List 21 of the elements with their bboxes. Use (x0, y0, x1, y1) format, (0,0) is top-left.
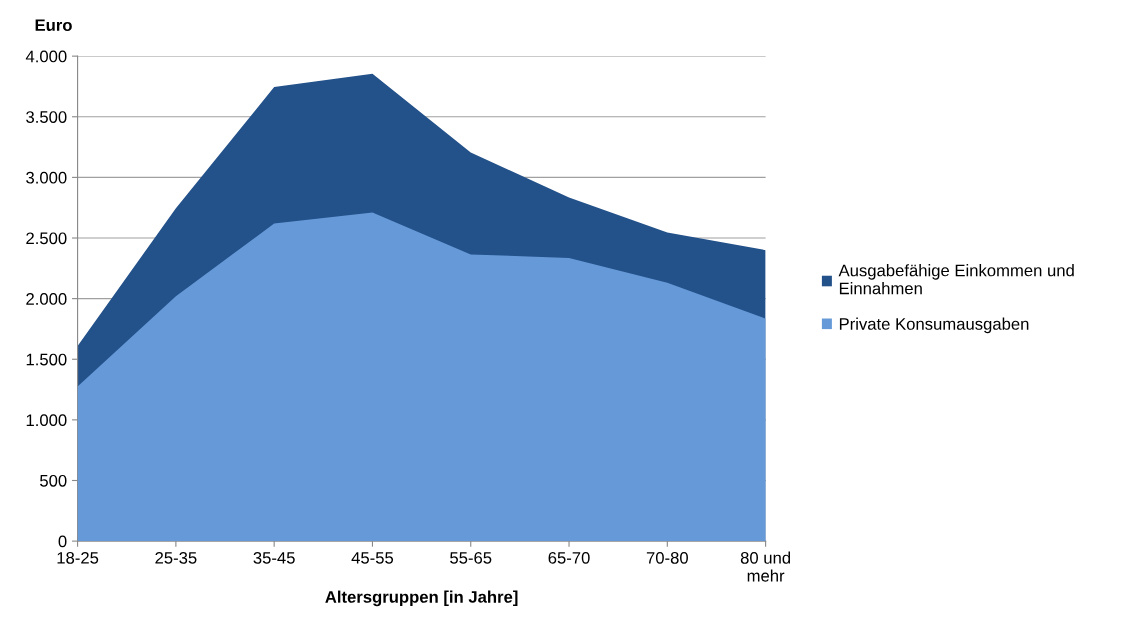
y-tick-label: 2.000 (26, 293, 67, 305)
x-tick-label: 25-35 (155, 551, 197, 564)
legend-label: Private Konsumausgaben (839, 317, 1029, 334)
y-tick-label: 3.000 (26, 171, 67, 184)
x-tick-label: 65-70 (548, 551, 590, 564)
x-tick-label: 45-55 (351, 552, 394, 564)
y-axis-title: Euro (35, 19, 72, 32)
x-tick-label: 70-80 (646, 551, 688, 564)
y-tick-label: 2.500 (26, 232, 67, 245)
y-tick-label: 0 (58, 535, 67, 548)
y-tick-label: 4.000 (25, 50, 67, 63)
x-tick-label: 18-25 (57, 551, 99, 564)
legend-label: Ausgabefähige Einkommen und Einnahmen (838, 264, 1074, 295)
x-tick-label: 80 und mehr (740, 551, 791, 582)
y-tick-label: 500 (40, 474, 67, 487)
x-tick-label: 35-45 (253, 551, 295, 564)
y-tick-label: 1.500 (26, 353, 67, 366)
y-tick-label: 1.000 (26, 414, 67, 427)
y-tick-label: 3.500 (26, 111, 67, 123)
x-tick-label: 55-65 (450, 551, 492, 564)
x-axis-title: Altersgruppen [in Jahre] (325, 590, 518, 607)
